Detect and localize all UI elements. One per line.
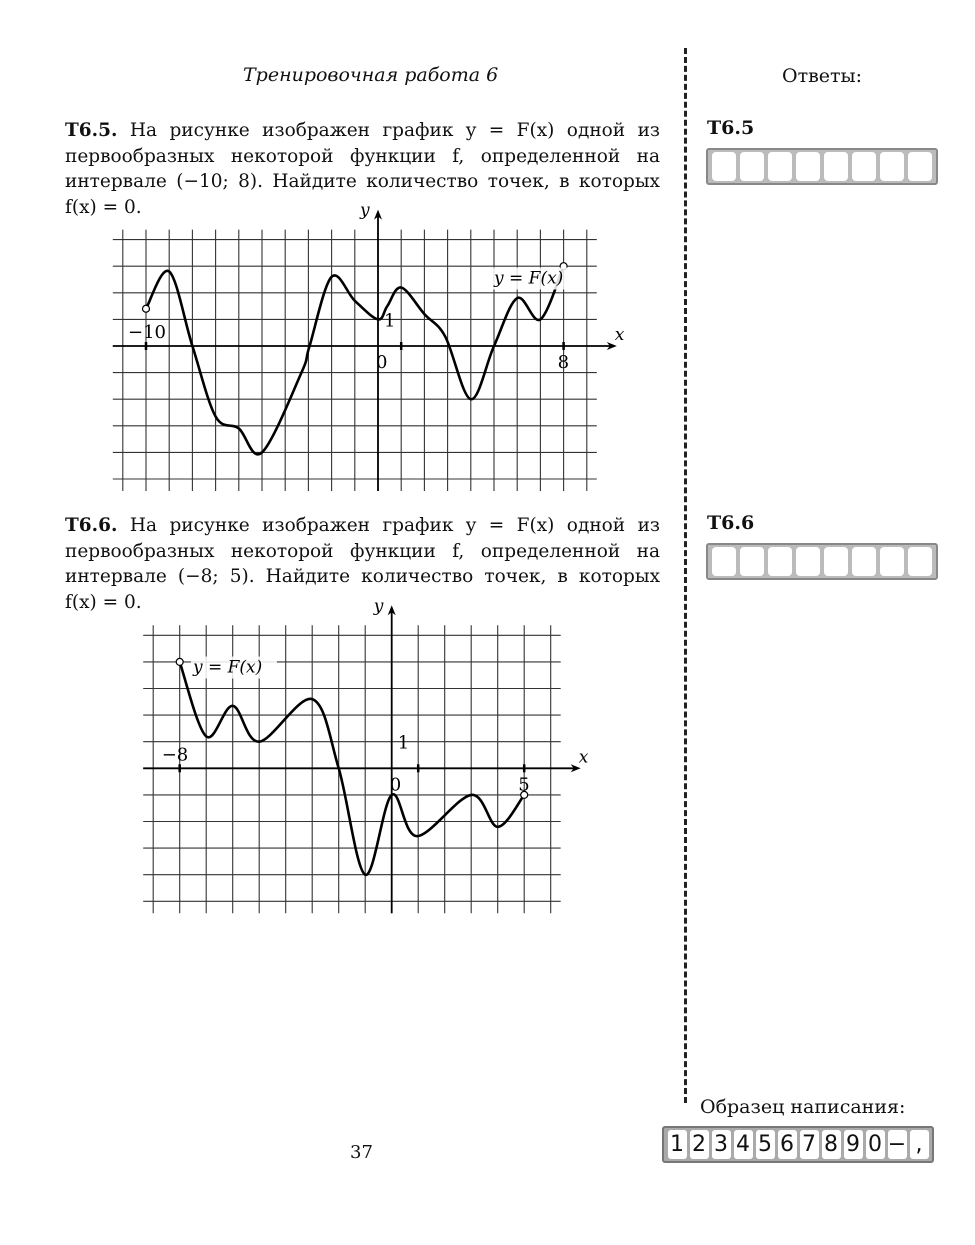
sample-char: 0 [865,1130,885,1159]
curve-label: y = F(x) [192,658,262,678]
answer-cell[interactable] [824,152,848,181]
sample-char: − [887,1130,907,1159]
task-statement: На рисунке изображен график y = F(x) одн… [65,515,660,613]
tick-label-origin: 0 [376,352,387,373]
answer-cell[interactable] [824,547,848,576]
tick-label-x-left: −10 [128,322,166,343]
answer-cell[interactable] [852,547,876,576]
y-axis-arrow-icon [374,209,382,220]
task-statement: На рисунке изображен график y = F(x) одн… [65,120,660,218]
open-endpoint [141,304,151,313]
sample-char: , [909,1130,929,1159]
answer-field-6-6[interactable] [706,543,938,580]
sample-char: 4 [733,1130,753,1159]
y-axis-label: y [359,201,370,221]
answer-cell[interactable] [768,547,792,576]
tick-label-origin: 0 [390,774,401,795]
answer-cell[interactable] [740,547,764,576]
x-axis-label: x [579,747,589,767]
sample-char: 7 [799,1130,819,1159]
tick-label-x-right: 5 [518,774,529,795]
answer-cell[interactable] [880,547,904,576]
sample-char: 9 [843,1130,863,1159]
sample-char: 6 [777,1130,797,1159]
answer-cell[interactable] [908,152,932,181]
answers-title: Ответы: [782,65,863,87]
y-axis-arrow-icon [387,605,396,616]
chart-task-6-5: x y −10 8 0 1 y = F(x) [112,201,625,491]
curve-label-background [190,656,277,679]
page-number: 37 [350,1142,373,1163]
sample-digits: 1 2 3 4 5 6 7 8 9 0−, [662,1126,934,1163]
answer-cell[interactable] [712,547,736,576]
sample-char: 2 [689,1130,709,1159]
tick-label-y-unit: 1 [398,733,409,754]
tick-label-x-left: −8 [162,744,189,765]
x-axis-arrow-icon [570,764,581,773]
open-endpoint [175,657,184,667]
task-id: T6.6. [65,515,118,536]
answer-label-6-5: T6.5 [707,117,755,139]
chart-task-6-6: x y −8 5 0 1 y = F(x) [143,596,589,914]
open-endpoint [520,790,529,799]
task-6-5-text: T6.5. На рисунке изображен график y = F(… [65,118,660,220]
tick-label-y-unit: 1 [384,310,395,331]
answer-cell[interactable] [852,152,876,181]
sample-char: 5 [755,1130,775,1159]
answer-cell[interactable] [880,152,904,181]
answer-cell[interactable] [796,152,820,181]
answer-cell[interactable] [712,152,736,181]
function-curve [178,661,526,877]
answer-cell[interactable] [796,547,820,576]
curve-label-background [492,267,578,290]
sample-char: 3 [711,1130,731,1159]
x-axis-arrow-icon [606,342,617,350]
answer-field-6-5[interactable] [706,148,938,185]
sample-label: Образец написания: [700,1096,906,1118]
answer-cell[interactable] [908,547,932,576]
sample-char: 8 [821,1130,841,1159]
curve-label: y = F(x) [493,268,563,288]
tick-label-x-right: 8 [558,352,569,373]
x-axis-label: x [615,325,625,345]
task-id: T6.5. [65,120,118,141]
y-axis-label: y [373,596,384,616]
sample-char: 1 [667,1130,687,1159]
page-header-title: Тренировочная работа 6 [243,64,499,86]
task-6-6-text: T6.6. На рисунке изображен график y = F(… [65,513,660,615]
answer-cell[interactable] [768,152,792,181]
function-curve [144,265,565,456]
answer-label-6-6: T6.6 [707,512,755,534]
answer-cell[interactable] [740,152,764,181]
divider-dashed [684,48,687,1103]
